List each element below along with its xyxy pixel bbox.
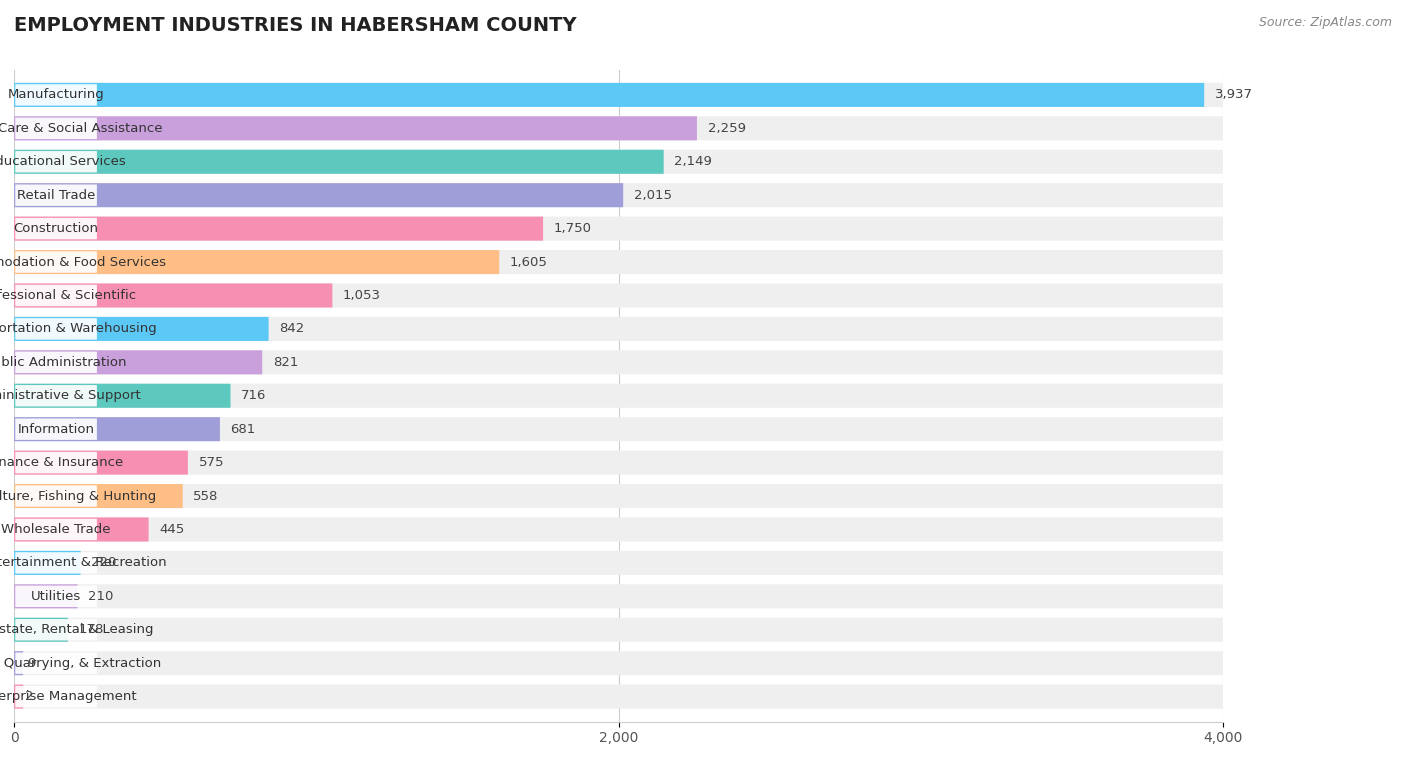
FancyBboxPatch shape: [14, 150, 664, 174]
FancyBboxPatch shape: [14, 217, 1223, 241]
FancyBboxPatch shape: [15, 418, 97, 440]
FancyBboxPatch shape: [15, 352, 97, 373]
Text: Arts, Entertainment & Recreation: Arts, Entertainment & Recreation: [0, 556, 167, 570]
Text: 681: 681: [231, 423, 256, 435]
FancyBboxPatch shape: [14, 684, 1223, 708]
FancyBboxPatch shape: [15, 218, 97, 239]
Text: 3,937: 3,937: [1215, 88, 1253, 102]
FancyBboxPatch shape: [14, 250, 1223, 274]
FancyBboxPatch shape: [14, 116, 1223, 140]
FancyBboxPatch shape: [14, 383, 231, 408]
FancyBboxPatch shape: [15, 686, 97, 707]
FancyBboxPatch shape: [14, 417, 1223, 442]
FancyBboxPatch shape: [15, 586, 97, 607]
FancyBboxPatch shape: [14, 618, 1223, 642]
Text: 210: 210: [89, 590, 114, 603]
FancyBboxPatch shape: [15, 519, 97, 540]
Text: 1,053: 1,053: [343, 289, 381, 302]
FancyBboxPatch shape: [14, 484, 1223, 508]
FancyBboxPatch shape: [14, 283, 1223, 307]
FancyBboxPatch shape: [15, 85, 97, 106]
Text: 2,015: 2,015: [634, 189, 672, 202]
FancyBboxPatch shape: [14, 584, 1223, 608]
FancyBboxPatch shape: [15, 452, 97, 473]
Text: 558: 558: [193, 490, 219, 503]
FancyBboxPatch shape: [15, 151, 97, 172]
FancyBboxPatch shape: [14, 551, 80, 575]
FancyBboxPatch shape: [14, 417, 219, 442]
FancyBboxPatch shape: [14, 451, 188, 475]
Text: Finance & Insurance: Finance & Insurance: [0, 456, 124, 469]
FancyBboxPatch shape: [14, 518, 1223, 542]
FancyBboxPatch shape: [14, 350, 263, 374]
FancyBboxPatch shape: [15, 285, 97, 307]
FancyBboxPatch shape: [15, 118, 97, 139]
Text: 716: 716: [240, 390, 267, 402]
Text: Educational Services: Educational Services: [0, 155, 125, 168]
FancyBboxPatch shape: [15, 318, 97, 340]
Text: 9: 9: [27, 656, 35, 670]
FancyBboxPatch shape: [14, 584, 77, 608]
FancyBboxPatch shape: [14, 551, 1223, 575]
FancyBboxPatch shape: [15, 653, 97, 674]
FancyBboxPatch shape: [14, 684, 22, 708]
FancyBboxPatch shape: [14, 83, 1204, 107]
Text: Health Care & Social Assistance: Health Care & Social Assistance: [0, 122, 162, 135]
FancyBboxPatch shape: [14, 116, 697, 140]
Text: Construction: Construction: [14, 222, 98, 235]
FancyBboxPatch shape: [14, 518, 149, 542]
Text: EMPLOYMENT INDUSTRIES IN HABERSHAM COUNTY: EMPLOYMENT INDUSTRIES IN HABERSHAM COUNT…: [14, 16, 576, 34]
FancyBboxPatch shape: [14, 83, 1223, 107]
FancyBboxPatch shape: [14, 183, 1223, 207]
FancyBboxPatch shape: [14, 150, 1223, 174]
FancyBboxPatch shape: [14, 350, 1223, 374]
Text: Transportation & Warehousing: Transportation & Warehousing: [0, 322, 157, 335]
Text: Utilities: Utilities: [31, 590, 82, 603]
FancyBboxPatch shape: [15, 485, 97, 507]
Text: Agriculture, Fishing & Hunting: Agriculture, Fishing & Hunting: [0, 490, 156, 503]
Text: Accommodation & Food Services: Accommodation & Food Services: [0, 255, 166, 268]
FancyBboxPatch shape: [14, 217, 543, 241]
FancyBboxPatch shape: [15, 619, 97, 640]
Text: 2,259: 2,259: [707, 122, 745, 135]
Text: Source: ZipAtlas.com: Source: ZipAtlas.com: [1258, 16, 1392, 29]
FancyBboxPatch shape: [14, 250, 499, 274]
Text: 178: 178: [79, 623, 104, 636]
Text: Real Estate, Rental & Leasing: Real Estate, Rental & Leasing: [0, 623, 153, 636]
FancyBboxPatch shape: [14, 183, 623, 207]
Text: 842: 842: [280, 322, 305, 335]
Text: Wholesale Trade: Wholesale Trade: [1, 523, 111, 536]
Text: 220: 220: [91, 556, 117, 570]
FancyBboxPatch shape: [14, 618, 67, 642]
FancyBboxPatch shape: [15, 385, 97, 407]
FancyBboxPatch shape: [14, 317, 269, 341]
Text: 445: 445: [159, 523, 184, 536]
FancyBboxPatch shape: [14, 484, 183, 508]
Text: Administrative & Support: Administrative & Support: [0, 390, 141, 402]
Text: Enterprise Management: Enterprise Management: [0, 690, 136, 703]
FancyBboxPatch shape: [14, 651, 1223, 675]
Text: 1,750: 1,750: [554, 222, 592, 235]
FancyBboxPatch shape: [15, 251, 97, 272]
Text: 2,149: 2,149: [675, 155, 711, 168]
Text: Mining, Quarrying, & Extraction: Mining, Quarrying, & Extraction: [0, 656, 162, 670]
Text: 575: 575: [198, 456, 224, 469]
Text: Professional & Scientific: Professional & Scientific: [0, 289, 136, 302]
FancyBboxPatch shape: [14, 383, 1223, 408]
Text: Manufacturing: Manufacturing: [7, 88, 104, 102]
Text: Retail Trade: Retail Trade: [17, 189, 96, 202]
FancyBboxPatch shape: [14, 651, 22, 675]
FancyBboxPatch shape: [14, 317, 1223, 341]
Text: 821: 821: [273, 356, 298, 369]
FancyBboxPatch shape: [14, 283, 332, 307]
FancyBboxPatch shape: [14, 451, 1223, 475]
FancyBboxPatch shape: [15, 553, 97, 573]
Text: Public Administration: Public Administration: [0, 356, 127, 369]
Text: 2: 2: [25, 690, 34, 703]
FancyBboxPatch shape: [15, 185, 97, 206]
Text: 1,605: 1,605: [510, 255, 548, 268]
Text: Information: Information: [18, 423, 94, 435]
